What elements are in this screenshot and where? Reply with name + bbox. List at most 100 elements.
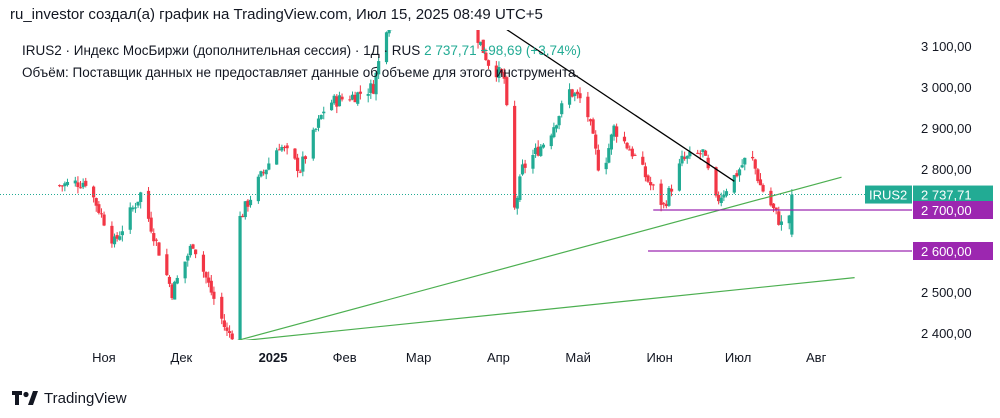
candle-body (358, 91, 362, 94)
candle-body (518, 176, 522, 200)
candle-body (659, 183, 663, 205)
candle-body (664, 204, 668, 207)
candle-body (154, 239, 158, 241)
candle-body (63, 183, 67, 187)
candle-body (329, 102, 334, 111)
candle-body (680, 155, 684, 164)
candle-body (486, 60, 491, 66)
candle-body (552, 127, 556, 138)
candle-body (332, 95, 336, 104)
candle-body (207, 277, 211, 283)
candle-body (133, 207, 138, 209)
footer-brand[interactable]: TradingView (12, 387, 127, 409)
candle-body (371, 84, 376, 94)
candle-body (366, 93, 370, 96)
candle-body (102, 214, 106, 226)
candle-body (157, 242, 161, 256)
y-tick-label: 2 500,00 (921, 285, 972, 300)
candle-body (384, 32, 389, 63)
candle-body (146, 190, 151, 219)
candle-body (335, 96, 339, 107)
chart-header: ru_investor создал(а) график на TradingV… (10, 6, 543, 23)
candle-body (58, 185, 62, 187)
candle-body (615, 126, 619, 137)
candle-body (573, 93, 577, 97)
legend-change: +98,69 (+3,74%) (480, 43, 581, 58)
candle-body (340, 96, 344, 100)
candle-body (743, 157, 747, 165)
legend-volume-note: Объём: Поставщик данных не предоставляет… (22, 65, 580, 80)
candle-body (319, 114, 323, 120)
x-tick-label: Ноя (92, 350, 116, 365)
candle-body (222, 320, 226, 327)
candle-body (685, 155, 689, 159)
candle-body (73, 180, 77, 184)
candle-body (337, 95, 342, 107)
candle-body (285, 145, 289, 149)
candle-body (120, 231, 124, 236)
trendline-green-0 (236, 176, 842, 340)
candle-body (136, 201, 140, 206)
candle-body (248, 199, 253, 206)
candle-body (499, 69, 504, 74)
candle-body (649, 182, 653, 186)
price-chart[interactable]: Ноя Дек 2025 Фев Мар Апр Май Июн Июл Авг 3 100,00… (0, 30, 1000, 380)
chart-legend: IRUS2 · Индекс МосБиржи (дополнительная … (22, 40, 581, 84)
candle-body (735, 173, 739, 177)
candle-body (533, 147, 538, 155)
candle-body (625, 142, 629, 149)
candle-body (505, 77, 509, 106)
candle-body (193, 249, 198, 255)
footer-brand-text: TradingView (44, 389, 127, 407)
candle-body (374, 72, 378, 95)
y-tick-label: 2 400,00 (921, 326, 972, 341)
candle-body (92, 186, 96, 198)
candle-body (717, 195, 721, 202)
trendline-black-2 (506, 30, 735, 182)
y-axis: 3 100,00 3 000,00 2 900,00 2 800,00 2 700,00… (865, 39, 993, 341)
candle-body (523, 163, 527, 168)
candle-body (175, 277, 179, 284)
candle-body (256, 176, 260, 202)
candle-body (567, 89, 572, 105)
candle-body (531, 155, 535, 169)
x-axis: Ноя Дек 2025 Фев Мар Апр Май Июн Июл Авг (92, 350, 827, 365)
candle-body (769, 190, 773, 206)
level-label-bg (913, 242, 993, 260)
candle-body (191, 244, 195, 249)
candle-body (277, 149, 281, 151)
candle-body (81, 182, 85, 188)
candle-body (112, 236, 117, 245)
x-tick-label: Май (565, 350, 590, 365)
candle-body (209, 280, 213, 293)
plot-area (0, 30, 912, 340)
candle-body (220, 296, 224, 319)
candle-body (641, 156, 645, 165)
price-label-symbol-bg (865, 185, 912, 204)
candle-body (369, 83, 373, 93)
candle-body (667, 187, 671, 206)
y-tick-label: 3 000,00 (921, 80, 972, 95)
candle-body (633, 154, 637, 156)
candle-body (84, 180, 88, 186)
candle-body (94, 198, 98, 206)
candle-body (612, 125, 616, 137)
candle-body (539, 146, 543, 156)
candle-body (575, 91, 580, 95)
candle-body (557, 116, 561, 126)
candle-body (560, 103, 564, 115)
candle-body (225, 327, 229, 331)
candle-body (241, 215, 245, 218)
candle-body (630, 148, 634, 157)
candle-body (188, 245, 192, 256)
candle-body (722, 194, 726, 198)
candle-body (76, 182, 80, 188)
candle-body (520, 164, 525, 175)
candle-body (259, 171, 263, 177)
candle-body (356, 92, 360, 104)
candle-body (677, 163, 681, 191)
candle-body (78, 187, 83, 189)
candle-body (646, 175, 650, 182)
candle-body (513, 105, 517, 208)
candle-body (628, 149, 632, 151)
